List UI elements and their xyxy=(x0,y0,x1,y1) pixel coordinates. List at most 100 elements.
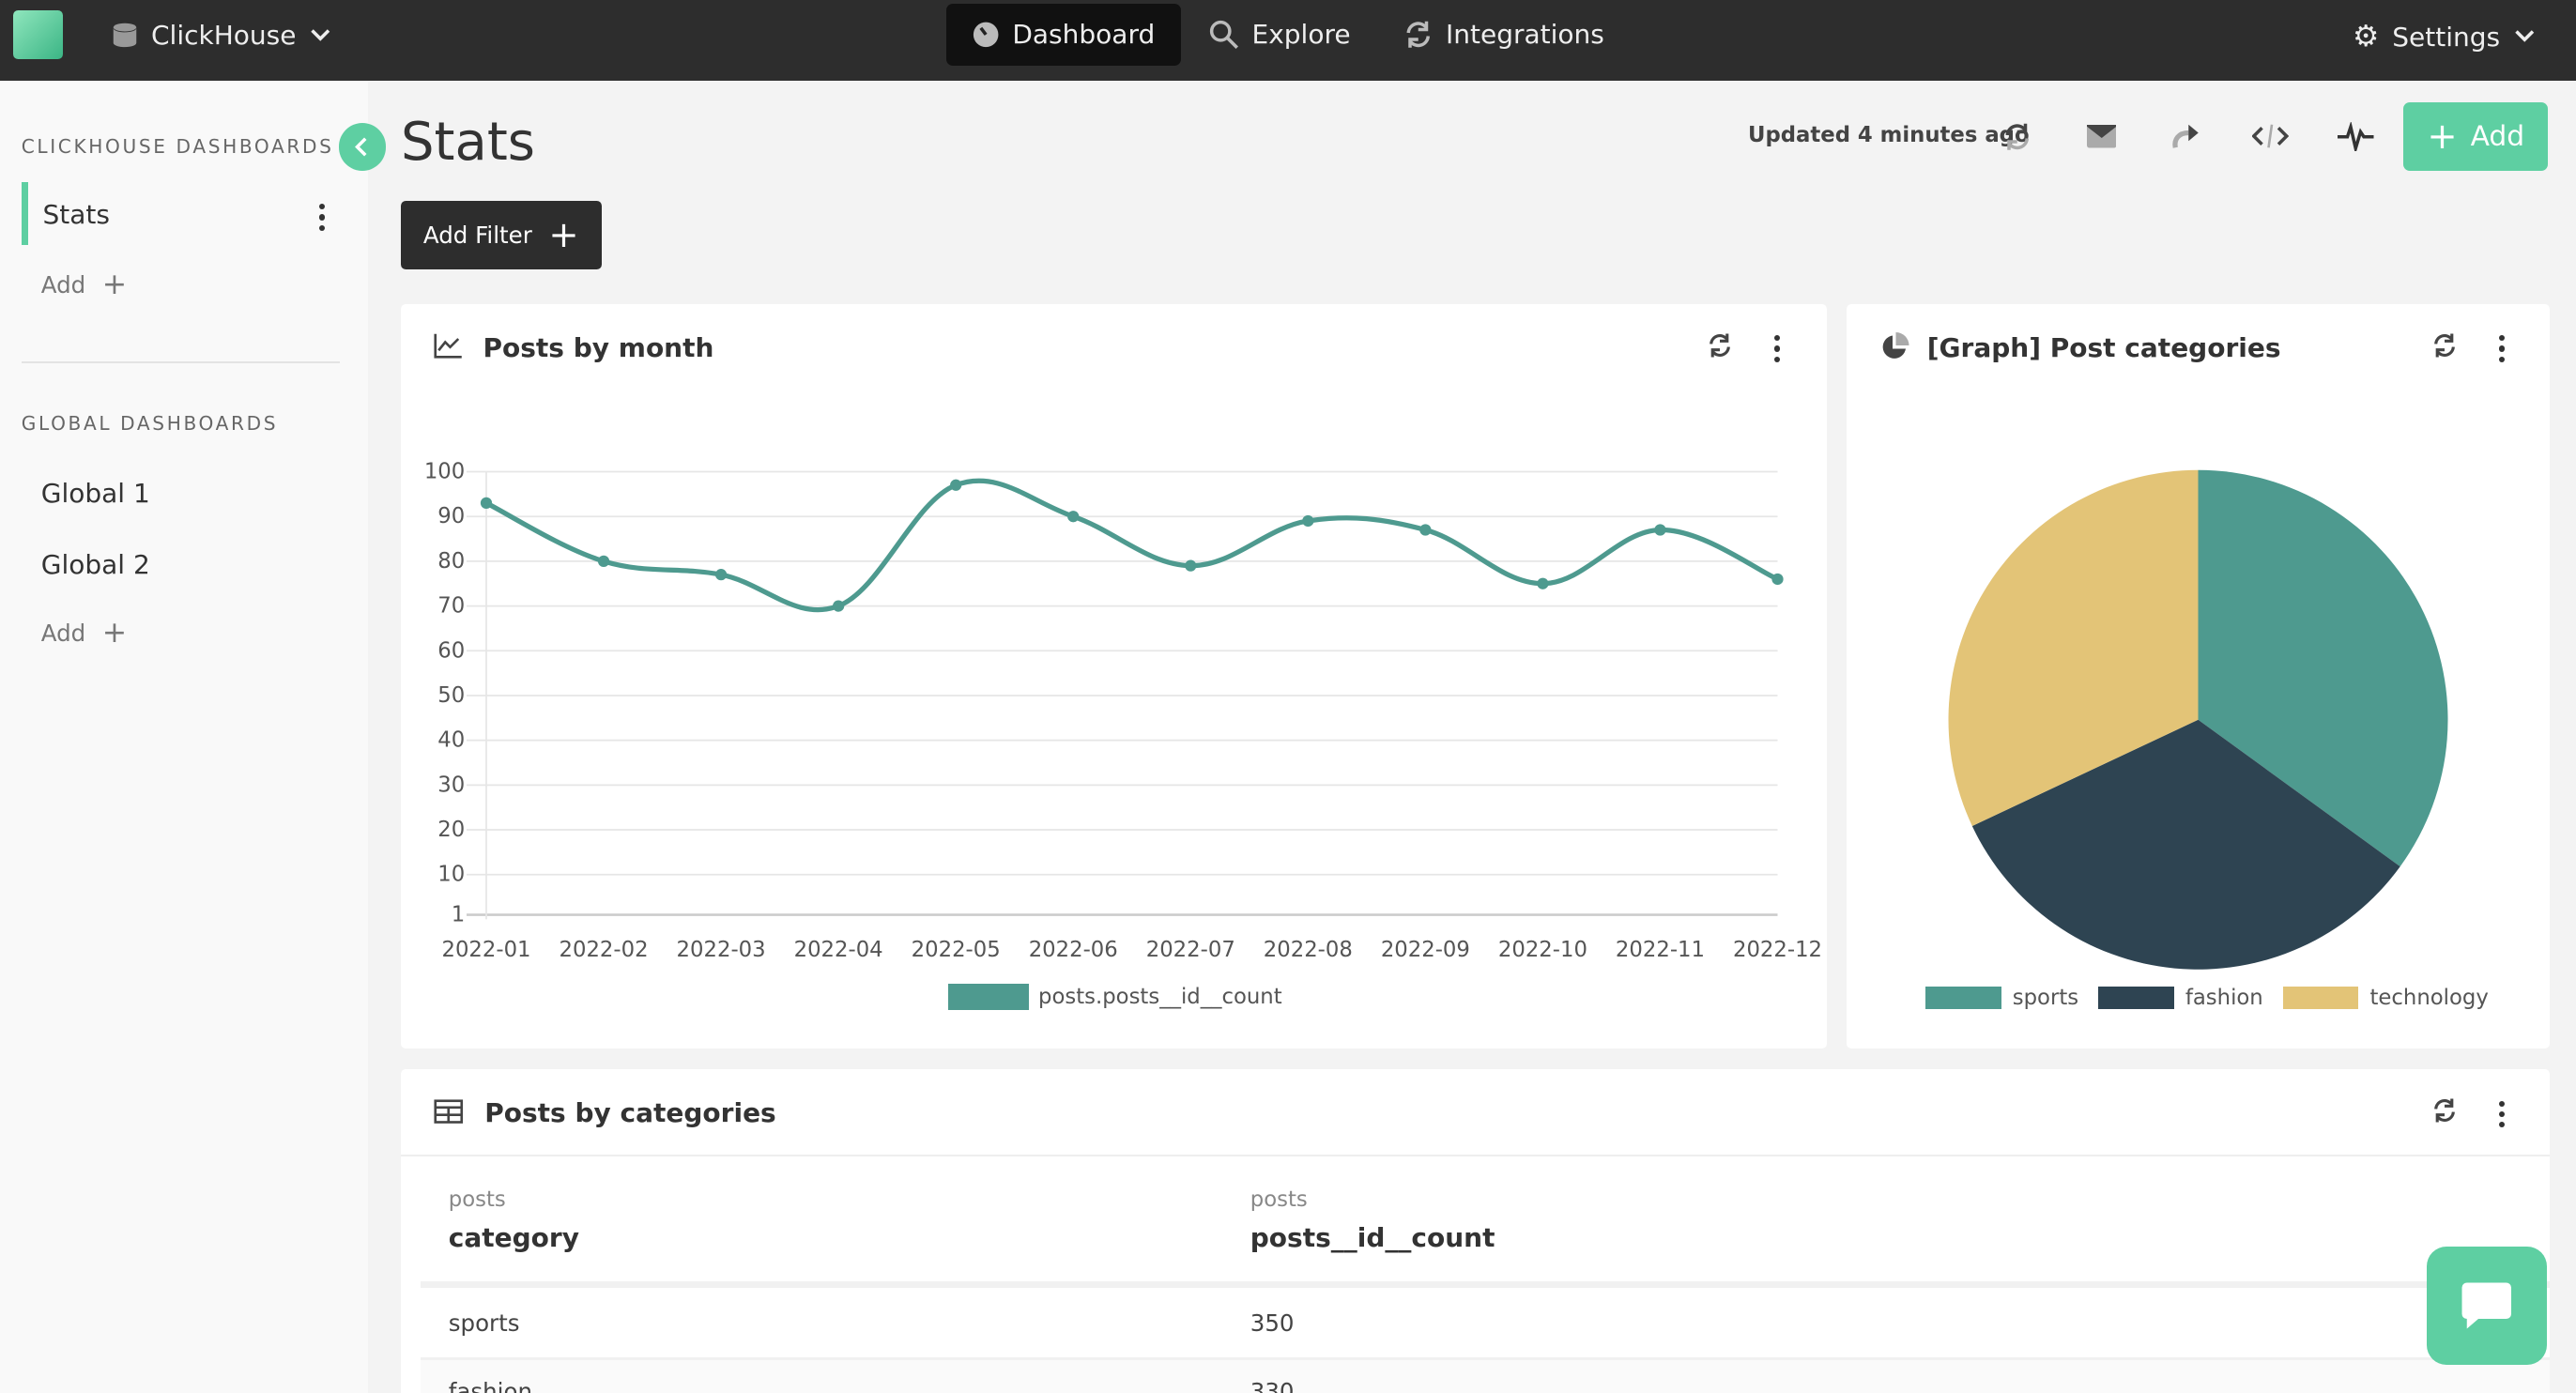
refresh-icon xyxy=(1710,333,1731,357)
chat-bubble-icon xyxy=(2461,1282,2511,1329)
kebab-menu-icon[interactable] xyxy=(2498,1100,2506,1128)
cell-count: 350 xyxy=(1250,1309,1295,1337)
sidebar-item-label: Stats xyxy=(42,198,110,230)
data-point xyxy=(597,555,610,567)
refresh-widget-button[interactable] xyxy=(2430,1095,2460,1125)
datasource-name: ClickHouse xyxy=(151,20,297,51)
column-header-category[interactable]: posts category xyxy=(449,1187,579,1253)
refresh-icon xyxy=(2434,1098,2455,1123)
widget-title: Posts by categories xyxy=(484,1097,776,1128)
sidebar-item-stats[interactable]: Stats xyxy=(21,182,341,245)
sidebar-item-global-2[interactable]: Global 2 xyxy=(40,548,150,580)
nav-explore[interactable]: Explore xyxy=(1183,4,1377,67)
nav-explore-label: Explore xyxy=(1251,19,1351,51)
series-line xyxy=(484,478,1779,612)
data-point xyxy=(1654,524,1666,536)
data-point xyxy=(1185,559,1197,572)
pie-slice-technology xyxy=(1948,469,2199,826)
plus-icon: + xyxy=(101,615,128,650)
datasource-selector[interactable]: ClickHouse xyxy=(112,20,332,51)
x-tick-label: 2022-05 xyxy=(912,938,1001,962)
chat-support-button[interactable] xyxy=(2426,1247,2547,1366)
data-point xyxy=(950,479,962,491)
header-divider xyxy=(421,1281,2550,1288)
settings-label: Settings xyxy=(2392,21,2501,53)
collapse-sidebar-button[interactable] xyxy=(338,123,387,171)
x-tick-label: 2022-12 xyxy=(1733,938,1822,962)
data-point xyxy=(480,497,493,509)
kebab-menu-icon[interactable] xyxy=(2498,335,2506,362)
data-point xyxy=(1067,510,1080,523)
add-filter-label: Add Filter xyxy=(422,221,532,249)
app-logo[interactable] xyxy=(13,9,63,59)
refresh-widget-button[interactable] xyxy=(1706,330,1736,360)
page-title: Stats xyxy=(401,112,535,173)
x-tick-label: 2022-01 xyxy=(441,938,530,962)
legend-swatch-technology xyxy=(2282,986,2359,1010)
y-tick-label: 50 xyxy=(437,683,465,708)
add-global-dashboard[interactable]: Add + xyxy=(40,615,128,650)
add-filter-button[interactable]: Add Filter + xyxy=(401,200,602,269)
refresh-icon xyxy=(2434,333,2455,357)
x-tick-label: 2022-06 xyxy=(1029,938,1118,962)
widget-post-categories: [Graph] Post categories sports fashion t… xyxy=(1847,303,2550,1049)
cell-category: fashion xyxy=(448,1377,533,1393)
column-group: posts xyxy=(448,1187,506,1213)
settings-menu[interactable]: ⚙ Settings xyxy=(2353,20,2537,54)
database-icon xyxy=(113,23,137,47)
data-point xyxy=(1302,514,1314,527)
column-header-count[interactable]: posts posts__id__count xyxy=(1250,1187,1495,1253)
legend-label-sports[interactable]: sports xyxy=(2012,986,2079,1010)
nav-dashboard-label: Dashboard xyxy=(1012,19,1156,51)
add-label: Add xyxy=(40,619,86,647)
column-group: posts xyxy=(1250,1187,1308,1213)
legend-item[interactable]: posts.posts__id__count xyxy=(947,984,1282,1011)
plus-icon: + xyxy=(2427,115,2458,158)
cell-category: sports xyxy=(448,1309,520,1337)
x-tick-label: 2022-09 xyxy=(1381,938,1470,962)
dashboard-gauge-icon xyxy=(973,22,999,48)
widget-posts-by-categories: Posts by categories posts category posts… xyxy=(401,1069,2550,1393)
x-tick-label: 2022-02 xyxy=(560,938,649,962)
envelope-icon xyxy=(2086,125,2116,148)
legend-label-technology[interactable]: technology xyxy=(2369,986,2489,1010)
pie-slice-sports xyxy=(2198,469,2448,866)
add-widget-button[interactable]: + Add xyxy=(2403,101,2549,171)
data-point xyxy=(833,600,845,612)
sidebar-item-global-1[interactable]: Global 1 xyxy=(40,478,150,510)
legend-label-fashion[interactable]: fashion xyxy=(2185,986,2263,1010)
line-chart-icon xyxy=(434,333,462,359)
kebab-menu-icon[interactable] xyxy=(1774,335,1781,362)
refresh-icon xyxy=(2005,123,2030,150)
sidebar: CLICKHOUSE DASHBOARDS Stats Add + GLOBAL … xyxy=(0,80,368,1393)
embed-code-button[interactable] xyxy=(2247,114,2293,160)
y-tick-label: 10 xyxy=(437,862,465,886)
table-row: sports 350 xyxy=(421,1288,2550,1357)
refresh-widget-button[interactable] xyxy=(2430,330,2460,360)
gear-icon: ⚙ xyxy=(2353,20,2380,54)
refresh-dashboard-button[interactable] xyxy=(1995,114,2041,160)
nav-integrations[interactable]: Integrations xyxy=(1377,4,1631,67)
widget-posts-by-month: Posts by month 1 10 20 30 40 50 60 70 80 90 100 202… xyxy=(401,303,1827,1049)
pie-chart-icon xyxy=(1882,331,1909,359)
activity-button[interactable] xyxy=(2333,114,2379,160)
add-clickhouse-dashboard[interactable]: Add + xyxy=(41,267,128,301)
line-chart: 1 10 20 30 40 50 60 70 80 90 100 2022-01 2022-02 2022… xyxy=(424,459,1822,962)
widget-title: Posts by month xyxy=(483,331,714,363)
plus-icon: + xyxy=(101,267,128,301)
data-point xyxy=(1537,577,1549,589)
search-icon xyxy=(1209,20,1238,49)
x-tick-label: 2022-10 xyxy=(1498,938,1587,962)
chevron-left-icon xyxy=(355,137,367,157)
x-tick-label: 2022-07 xyxy=(1146,938,1235,962)
kebab-menu-icon[interactable] xyxy=(318,204,326,231)
divider xyxy=(21,361,341,363)
email-button[interactable] xyxy=(2078,114,2124,160)
add-widget-label: Add xyxy=(2470,119,2525,153)
plus-icon: + xyxy=(548,213,579,256)
data-point xyxy=(714,568,728,581)
share-button[interactable] xyxy=(2162,114,2208,160)
x-tick-label: 2022-03 xyxy=(677,938,766,962)
nav-dashboard[interactable]: Dashboard xyxy=(946,3,1182,66)
pie-legend: sports fashion technology xyxy=(1925,986,2489,1010)
